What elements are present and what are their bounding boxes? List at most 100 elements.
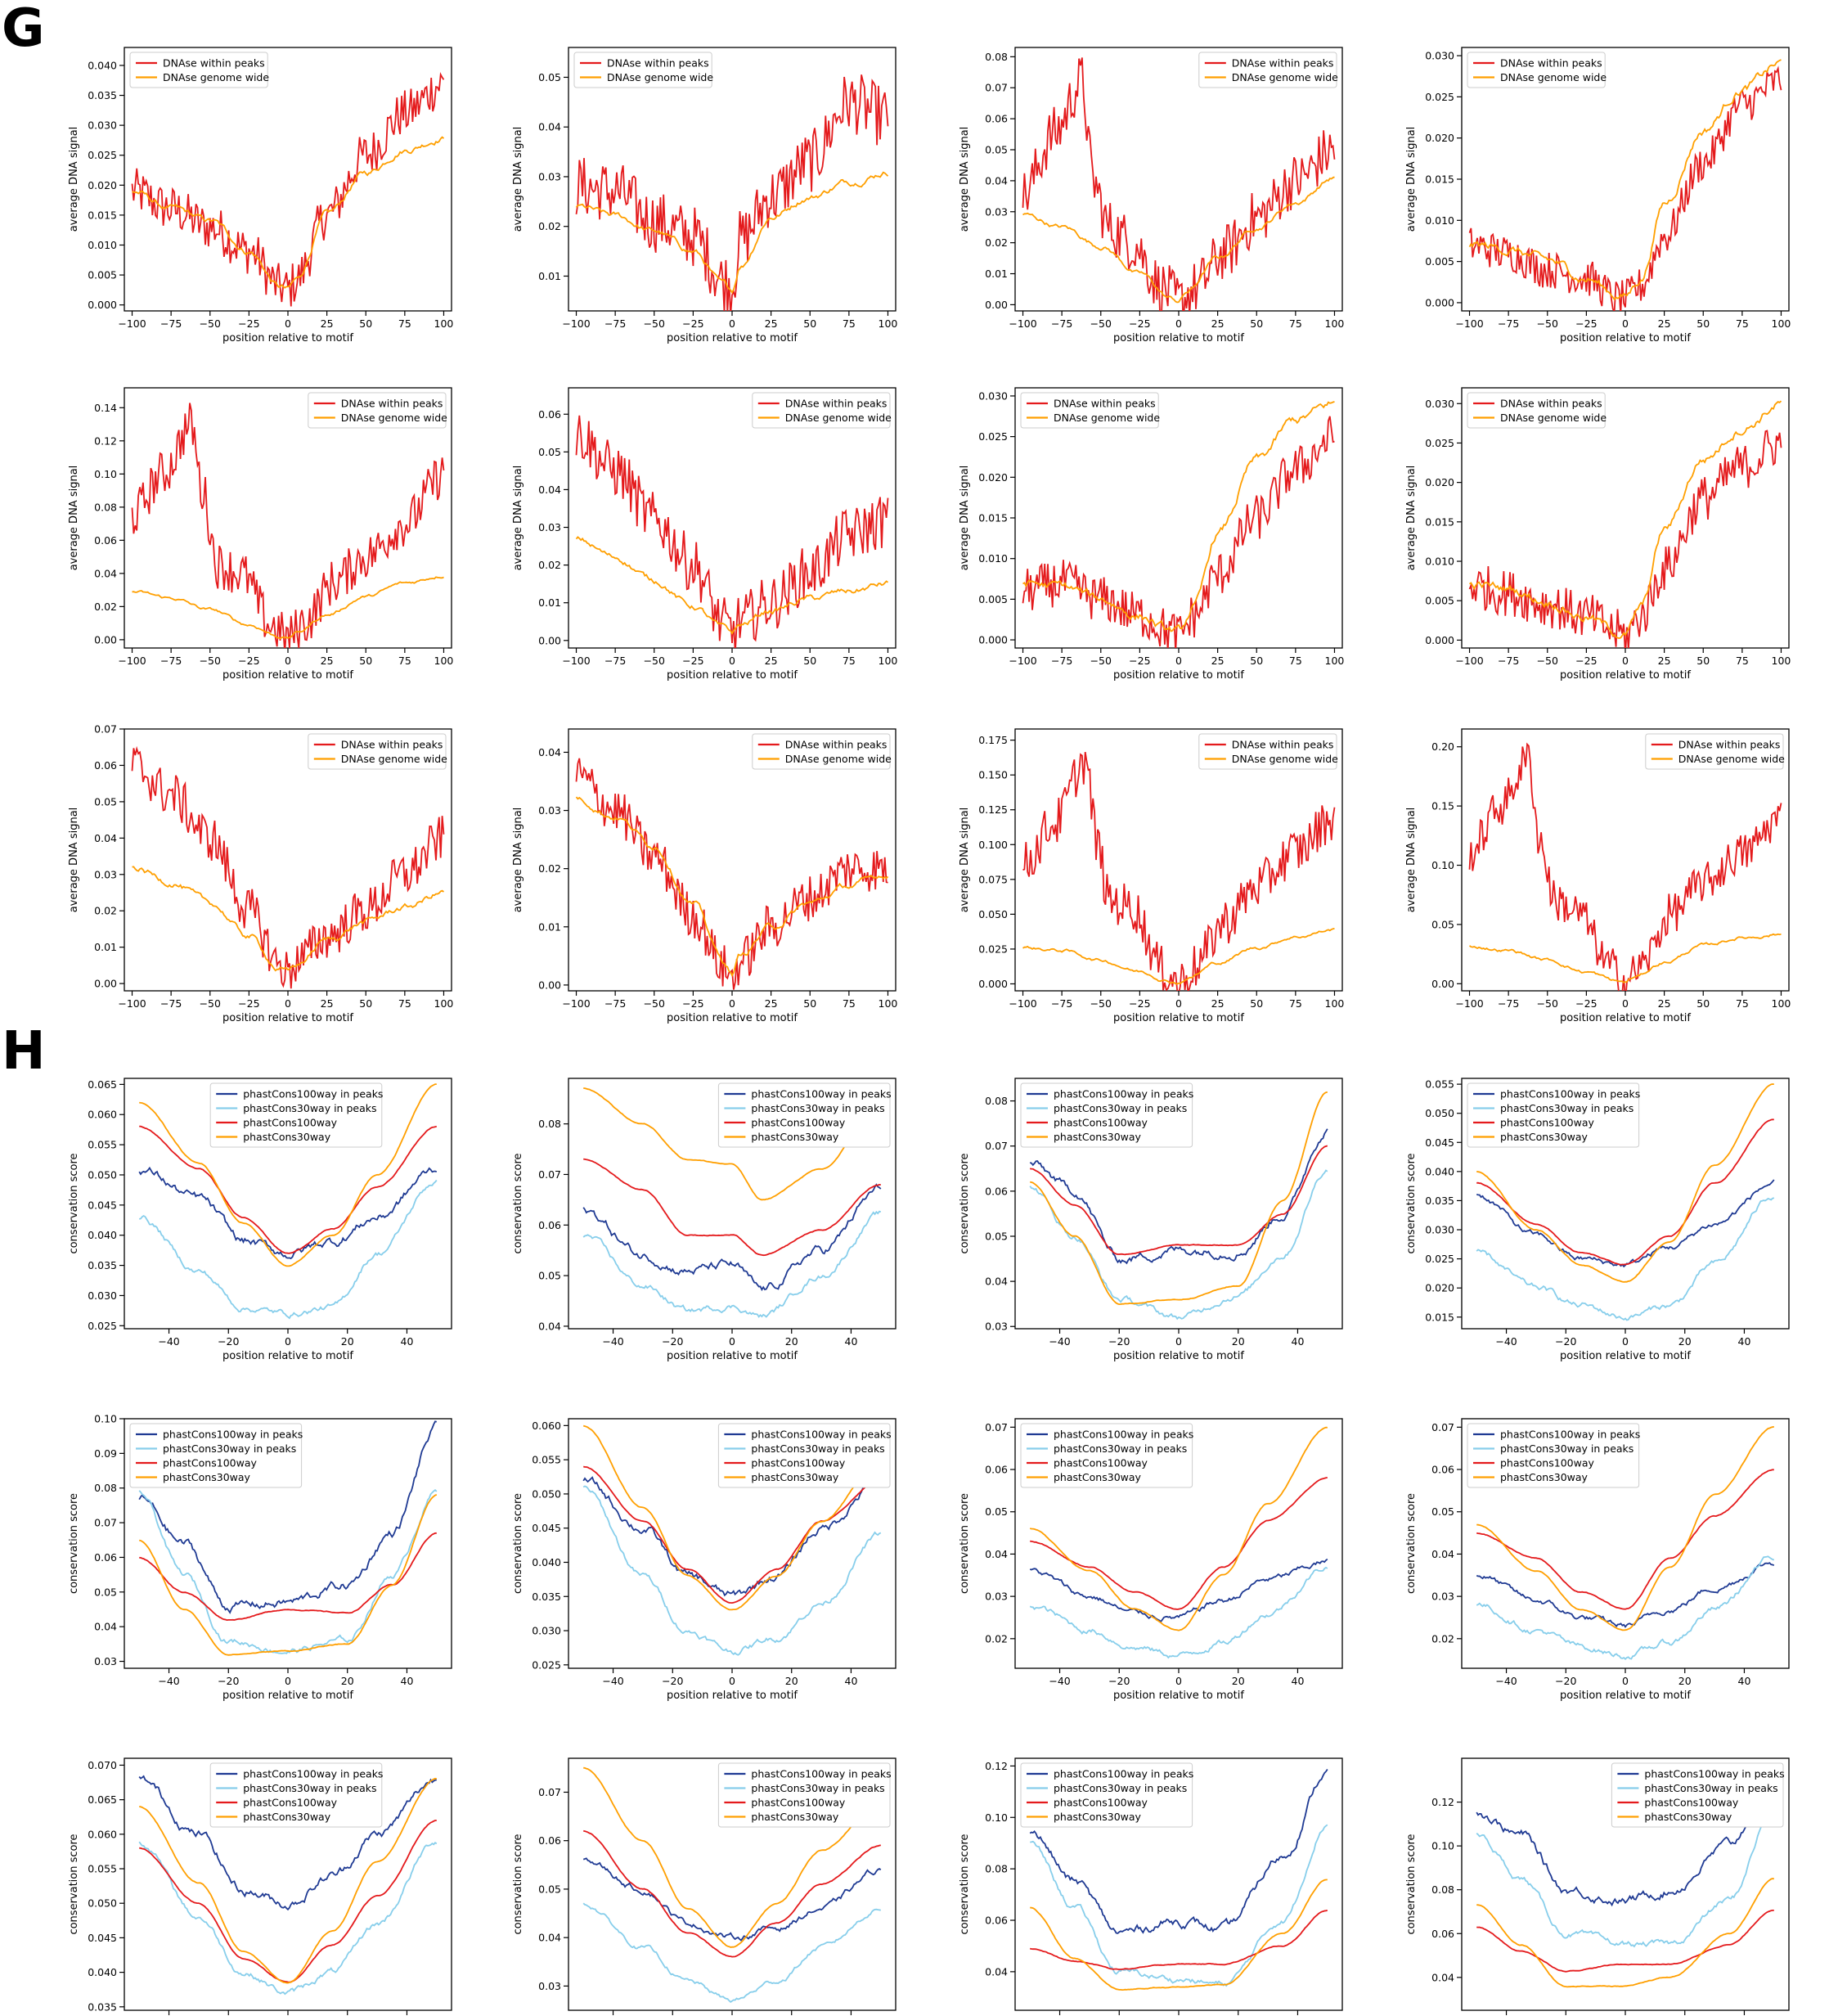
x-tick-label: 75 <box>1736 655 1749 667</box>
series-line-2 <box>139 1179 438 1320</box>
y-axis-label: conservation score <box>512 1153 524 1253</box>
legend-label: phastCons100way in peaks <box>751 1768 891 1780</box>
y-tick-label: 0.035 <box>1425 1195 1454 1207</box>
series-line-3 <box>1030 1910 1328 1971</box>
series-line-2 <box>582 1210 882 1318</box>
x-tick-label: 75 <box>1736 317 1749 330</box>
x-tick-label: 0 <box>729 655 735 667</box>
series-line-1 <box>131 72 445 307</box>
legend-label: phastCons100way in peaks <box>1054 1429 1193 1441</box>
y-tick-label: 0.10 <box>94 468 117 480</box>
legend-box <box>1467 1082 1640 1148</box>
legend-label: phastCons30way in peaks <box>243 1102 376 1114</box>
legend-label: phastCons30way in peaks <box>1644 1782 1777 1794</box>
y-tick-label: 0.12 <box>94 434 117 447</box>
series-line-1 <box>1022 416 1335 648</box>
y-tick-label: 0.00 <box>94 633 117 646</box>
legend-label: phastCons30way <box>1054 1811 1142 1823</box>
y-tick-label: 0.05 <box>985 1230 1008 1242</box>
x-tick-label: −100 <box>1009 317 1036 330</box>
x-tick-label: 50 <box>1250 655 1263 667</box>
legend-label: DNAse genome wide <box>341 412 447 424</box>
series-line-1 <box>1022 752 1336 991</box>
series-line-1 <box>1476 1562 1775 1628</box>
y-tick-label: 0.05 <box>94 795 117 808</box>
x-axis-label: position relative to motif <box>1113 332 1244 344</box>
x-tick-label: −50 <box>1090 997 1112 1010</box>
y-tick-label: 0.070 <box>88 1759 117 1771</box>
series-line-2 <box>575 796 889 978</box>
y-tick-label: 0.07 <box>985 1421 1008 1433</box>
y-tick-label: 0.025 <box>1425 437 1454 449</box>
x-axis-label: position relative to motif <box>1113 1012 1244 1024</box>
y-tick-label: 0.050 <box>978 908 1008 920</box>
y-tick-label: 0.020 <box>88 179 117 191</box>
y-tick-label: 0.025 <box>532 1658 561 1671</box>
x-tick-label: −75 <box>160 997 182 1010</box>
legend-label: phastCons100way <box>1500 1457 1594 1469</box>
legend-label: phastCons100way <box>243 1797 337 1809</box>
x-tick-label: 0 <box>729 1675 735 1687</box>
x-tick-label: 50 <box>1696 317 1710 330</box>
y-tick-label: 0.030 <box>88 1289 117 1302</box>
y-tick-label: 0.07 <box>538 1168 561 1181</box>
x-tick-label: −75 <box>1051 655 1072 667</box>
series-line-2 <box>1029 1169 1328 1321</box>
legend-label: DNAse within peaks <box>785 398 888 410</box>
legend-label: phastCons30way <box>1054 1471 1142 1483</box>
x-tick-label: 40 <box>845 1335 858 1348</box>
y-tick-label: 0.125 <box>978 803 1008 816</box>
x-tick-label: −75 <box>604 317 626 330</box>
y-tick-label: 0.01 <box>538 270 561 282</box>
y-tick-label: 0.025 <box>1425 91 1454 103</box>
x-tick-label: 75 <box>843 997 856 1010</box>
x-tick-label: −100 <box>1009 655 1036 667</box>
x-tick-label: 100 <box>1325 997 1345 1010</box>
x-axis-label: position relative to motif <box>222 1350 353 1362</box>
legend-label: phastCons100way <box>1500 1117 1594 1129</box>
legend-box <box>1467 1423 1640 1488</box>
x-tick-label: −20 <box>1108 1675 1130 1687</box>
x-tick-label: 50 <box>359 655 372 667</box>
y-tick-label: 0.050 <box>88 1168 117 1181</box>
series-line-1 <box>1029 1128 1328 1265</box>
x-tick-label: −75 <box>1051 317 1072 330</box>
x-tick-label: 25 <box>1658 317 1671 330</box>
x-tick-label: 0 <box>1175 1675 1182 1687</box>
legend-label: phastCons100way in peaks <box>751 1429 891 1441</box>
series-line-1 <box>1029 1558 1328 1623</box>
y-tick-label: 0.035 <box>532 1591 561 1603</box>
panel-letter-g: G <box>2 0 45 59</box>
y-tick-label: 0.03 <box>985 1591 1008 1603</box>
y-axis-label: average DNA signal <box>512 127 524 232</box>
y-tick-label: 0.060 <box>88 1109 117 1121</box>
y-tick-label: 0.06 <box>94 534 117 547</box>
x-tick-label: −50 <box>1537 655 1558 667</box>
y-tick-label: 0.035 <box>88 89 117 101</box>
legend-label: DNAse genome wide <box>785 412 892 424</box>
x-tick-label: −40 <box>1495 1335 1517 1348</box>
series-line-3 <box>583 1829 881 1958</box>
chart-g-12: −100 −75 −50 −25 0 25 50 75 100 0.00 0.05 0.10 0.15 0… <box>1405 728 1791 1024</box>
y-tick-label: 0.025 <box>978 430 1008 443</box>
x-tick-label: 0 <box>729 317 735 330</box>
legend-label: DNAse within peaks <box>341 739 443 751</box>
series-line-2 <box>582 1485 882 1656</box>
y-tick-label: 0.08 <box>94 1482 117 1494</box>
x-tick-label: 50 <box>803 655 816 667</box>
x-tick-label: 50 <box>1696 997 1710 1010</box>
y-tick-label: 0.005 <box>1425 595 1454 607</box>
y-axis-label: average DNA signal <box>68 808 80 913</box>
series-line-2 <box>1476 1555 1775 1661</box>
y-axis-label: conservation score <box>959 1834 971 1934</box>
y-tick-label: 0.040 <box>1425 1165 1454 1177</box>
x-tick-label: 0 <box>729 997 735 1010</box>
y-tick-label: 0.055 <box>88 1863 117 1875</box>
y-axis-label: average DNA signal <box>512 808 524 913</box>
legend-label: phastCons100way <box>163 1457 257 1469</box>
legend-label: phastCons30way <box>243 1131 331 1143</box>
x-tick-label: −20 <box>1108 1335 1130 1348</box>
